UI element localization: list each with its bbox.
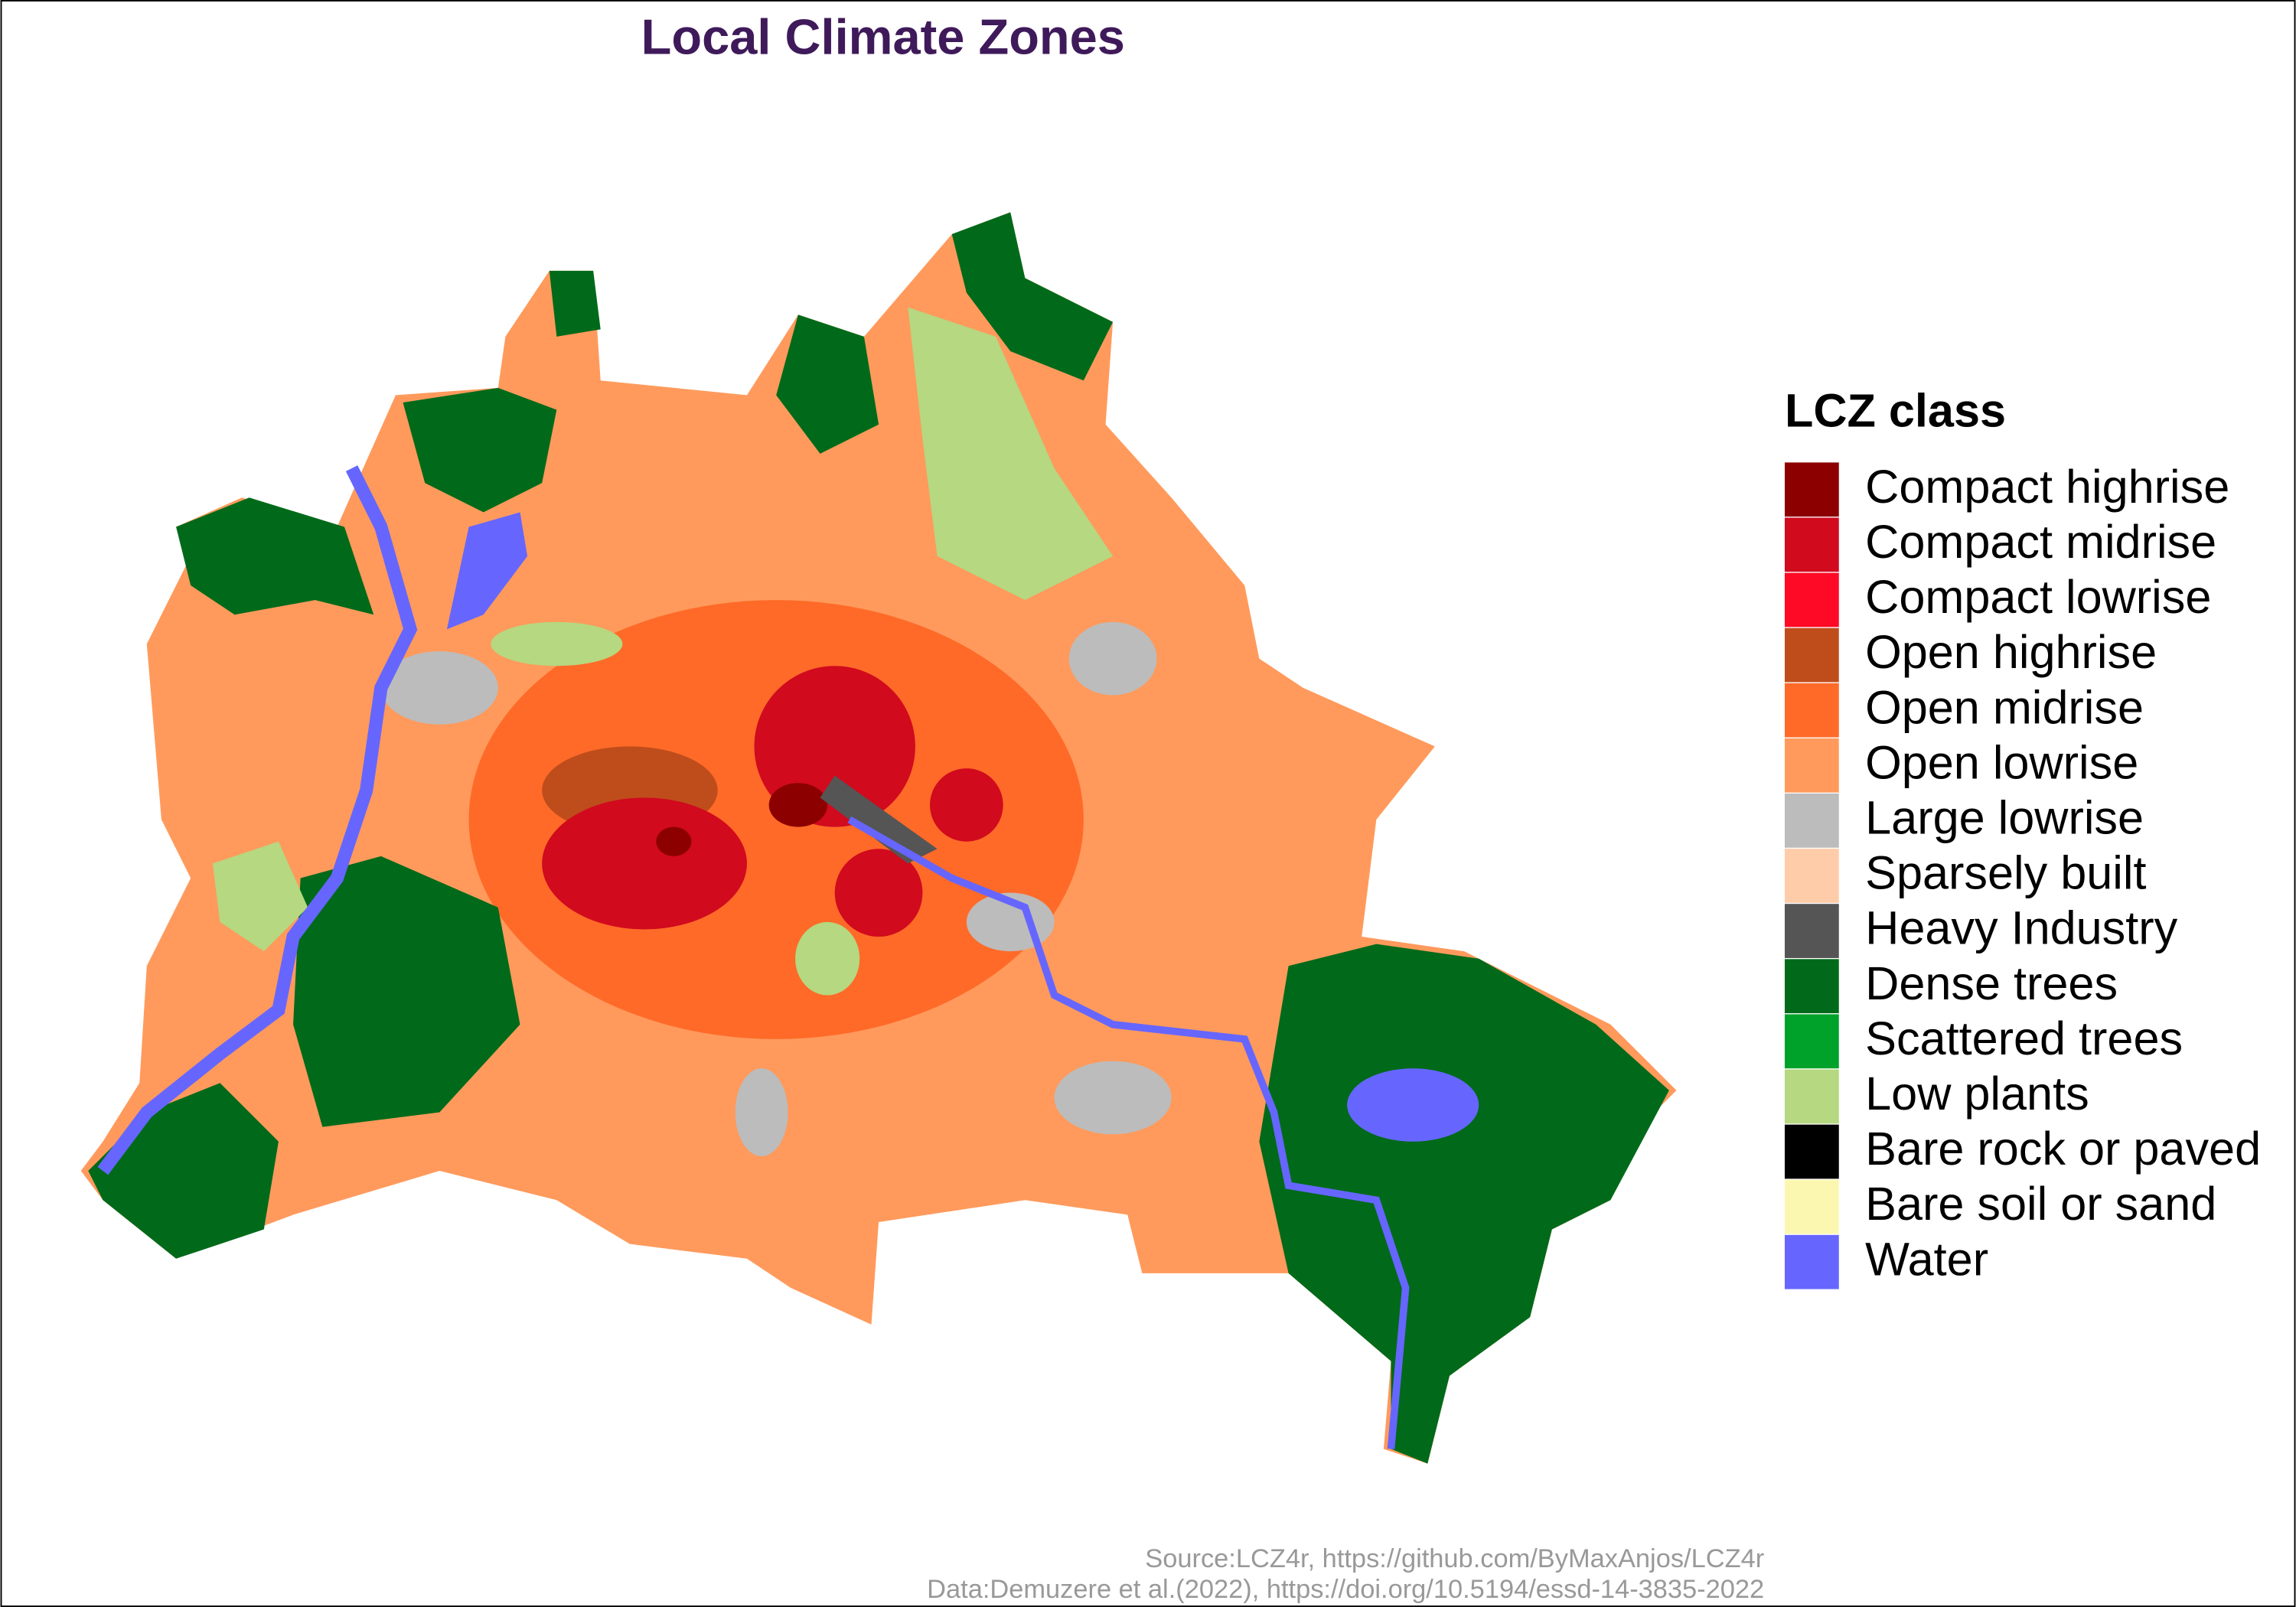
legend-swatch	[1784, 904, 1839, 958]
dense-trees	[1259, 944, 1669, 1464]
legend-label: Compact midrise	[1865, 516, 2216, 568]
legend-label: Open midrise	[1865, 681, 2144, 733]
dense-trees	[549, 270, 601, 337]
legend-label: Compact highrise	[1865, 461, 2229, 513]
legend-swatch	[1784, 1234, 1839, 1289]
open-midrise-zone	[468, 600, 1084, 1039]
water	[97, 465, 418, 1175]
compact-highrise	[656, 826, 692, 856]
legend-swatch	[1784, 793, 1839, 848]
legend-label: Bare soil or sand	[1865, 1178, 2216, 1230]
legend-label: Bare rock or paved	[1865, 1123, 2261, 1175]
dense-trees	[403, 387, 557, 513]
legend-label: Heavy Industry	[1865, 902, 2177, 954]
low-plants	[212, 841, 308, 952]
legend-swatch	[1784, 1069, 1839, 1124]
legend-label: Low plants	[1865, 1068, 2089, 1120]
compact-midrise	[542, 797, 747, 930]
caption: Data:Demuzere et al.(2022), https://doi.…	[927, 1575, 1764, 1604]
map-title: Local Climate Zones	[641, 9, 1125, 65]
large-lowrise	[1068, 621, 1157, 696]
low-plants	[491, 621, 623, 667]
caption: Source:LCZ4r, https://github.com/ByMaxAn…	[1145, 1544, 1764, 1573]
dense-trees	[176, 497, 374, 615]
legend-label: Compact lowrise	[1865, 571, 2211, 623]
legend-title: LCZ class	[1785, 384, 2006, 436]
legend-swatch	[1784, 627, 1839, 683]
dense-trees	[951, 212, 1114, 381]
low-plants	[908, 307, 1114, 601]
legend-swatch	[1784, 738, 1839, 793]
legend-label: Open lowrise	[1865, 736, 2138, 788]
legend-swatch	[1784, 1179, 1839, 1234]
legend-swatch	[1784, 1014, 1839, 1069]
legend-swatch	[1784, 959, 1839, 1014]
legend-label: Open highrise	[1865, 626, 2157, 678]
dense-trees	[293, 856, 520, 1127]
legend-label: Dense trees	[1865, 957, 2118, 1009]
dense-trees	[776, 315, 879, 454]
water	[847, 816, 1410, 1449]
large-lowrise	[380, 651, 498, 725]
large-lowrise	[1054, 1061, 1172, 1135]
compact-midrise	[930, 768, 1003, 842]
legend-swatch	[1784, 1124, 1839, 1179]
large-lowrise	[735, 1068, 788, 1156]
heavy-industry	[820, 775, 938, 864]
legend-swatch	[1784, 462, 1839, 517]
compact-highrise	[768, 783, 828, 827]
legend-swatch	[1784, 572, 1839, 627]
legend-label: Water	[1865, 1233, 1988, 1285]
lcz-map	[80, 212, 1677, 1464]
water	[1347, 1068, 1479, 1142]
compact-midrise	[834, 849, 923, 937]
water	[446, 512, 528, 630]
legend-swatch	[1784, 517, 1839, 572]
legend-label: Scattered trees	[1865, 1012, 2183, 1064]
legend-label: Large lowrise	[1865, 792, 2144, 844]
low-plants	[795, 921, 860, 996]
legend-label: Sparsely built	[1865, 847, 2146, 899]
legend-swatch	[1784, 849, 1839, 903]
legend-swatch	[1784, 683, 1839, 738]
